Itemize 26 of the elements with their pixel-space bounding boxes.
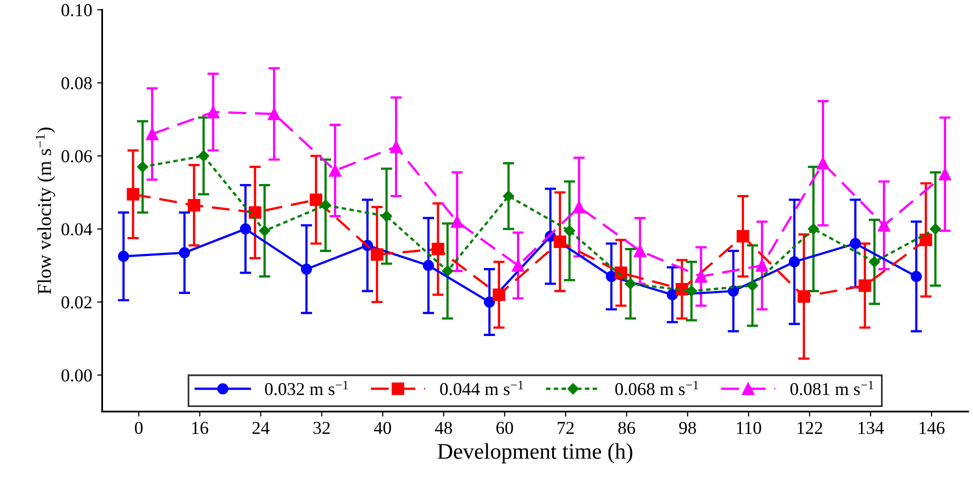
y-tick-label: 0.06 — [62, 150, 92, 162]
x-tick-label: 16 — [192, 422, 208, 434]
legend-label: 0.044 m s$^{−1}$ — [440, 380, 524, 396]
x-tick-label: 98 — [679, 422, 696, 434]
x-tick-label: 32 — [314, 422, 330, 434]
y-axis-title: Flow velocity (m s$^{−1}$) — [36, 128, 56, 294]
y-tick-label: 0.10 — [62, 4, 92, 16]
x-tick-label: 146 — [920, 422, 945, 434]
x-tick-label: 0 — [134, 422, 143, 434]
y-tick-label: 0.00 — [62, 369, 92, 382]
x-axis-title: Development time (h) — [438, 443, 632, 464]
legend-label: 0.032 m s$^{−1}$ — [265, 380, 348, 396]
x-tick-label: 48 — [435, 422, 452, 434]
x-tick-label: 122 — [798, 422, 822, 434]
y-tick-label: 0.02 — [62, 296, 92, 309]
x-tick-label: 40 — [374, 422, 392, 434]
x-tick-label: 60 — [496, 422, 513, 434]
legend-label: 0.081 m s$^{−1}$ — [790, 380, 874, 396]
x-tick-label: 72 — [558, 422, 574, 434]
x-tick-label: 24 — [252, 422, 270, 434]
y-tick-label: 0.04 — [62, 223, 92, 236]
x-tick-label: 110 — [736, 422, 762, 434]
legend-label: 0.068 m s$^{−1}$ — [615, 380, 698, 396]
x-tick-label: 134 — [858, 422, 884, 434]
y-tick-label: 0.08 — [62, 77, 92, 90]
x-tick-label: 86 — [618, 422, 636, 434]
